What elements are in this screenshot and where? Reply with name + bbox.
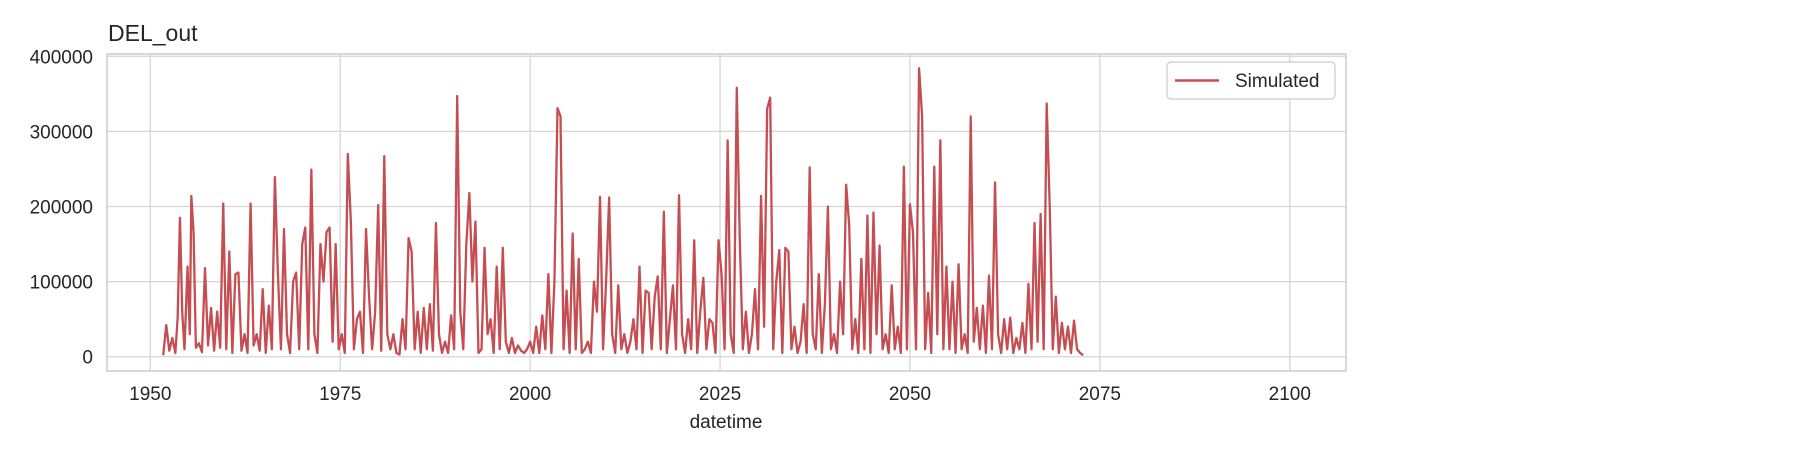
x-tick-label: 2025 [699, 384, 741, 405]
series-line-simulated [162, 67, 1084, 357]
y-tick-label: 200000 [30, 197, 93, 218]
legend-label-simulated: Simulated [1235, 71, 1320, 92]
x-tick-label: 2000 [509, 384, 551, 405]
x-tick-label: 1975 [319, 384, 361, 405]
chart-title: DEL_out [108, 20, 198, 46]
series-layer [162, 67, 1084, 357]
x-tick-labels: 1950 1975 2000 2025 2050 2075 2100 [129, 384, 1311, 405]
y-tick-label: 100000 [30, 273, 93, 294]
y-tick-label: 400000 [30, 47, 93, 68]
x-tick-label: 1950 [129, 384, 171, 405]
y-tick-label: 300000 [30, 122, 93, 143]
legend: Simulated [1166, 61, 1336, 100]
x-tick-label: 2075 [1079, 384, 1121, 405]
y-tick-labels: 0 100000 200000 300000 400000 [30, 47, 93, 368]
x-tick-label: 2050 [889, 384, 931, 405]
y-tick-label: 0 [82, 348, 93, 369]
x-tick-label: 2100 [1269, 384, 1311, 405]
legend-box [1166, 61, 1336, 100]
plot-area-frame [106, 53, 1347, 372]
x-axis-label: datetime [690, 412, 763, 433]
